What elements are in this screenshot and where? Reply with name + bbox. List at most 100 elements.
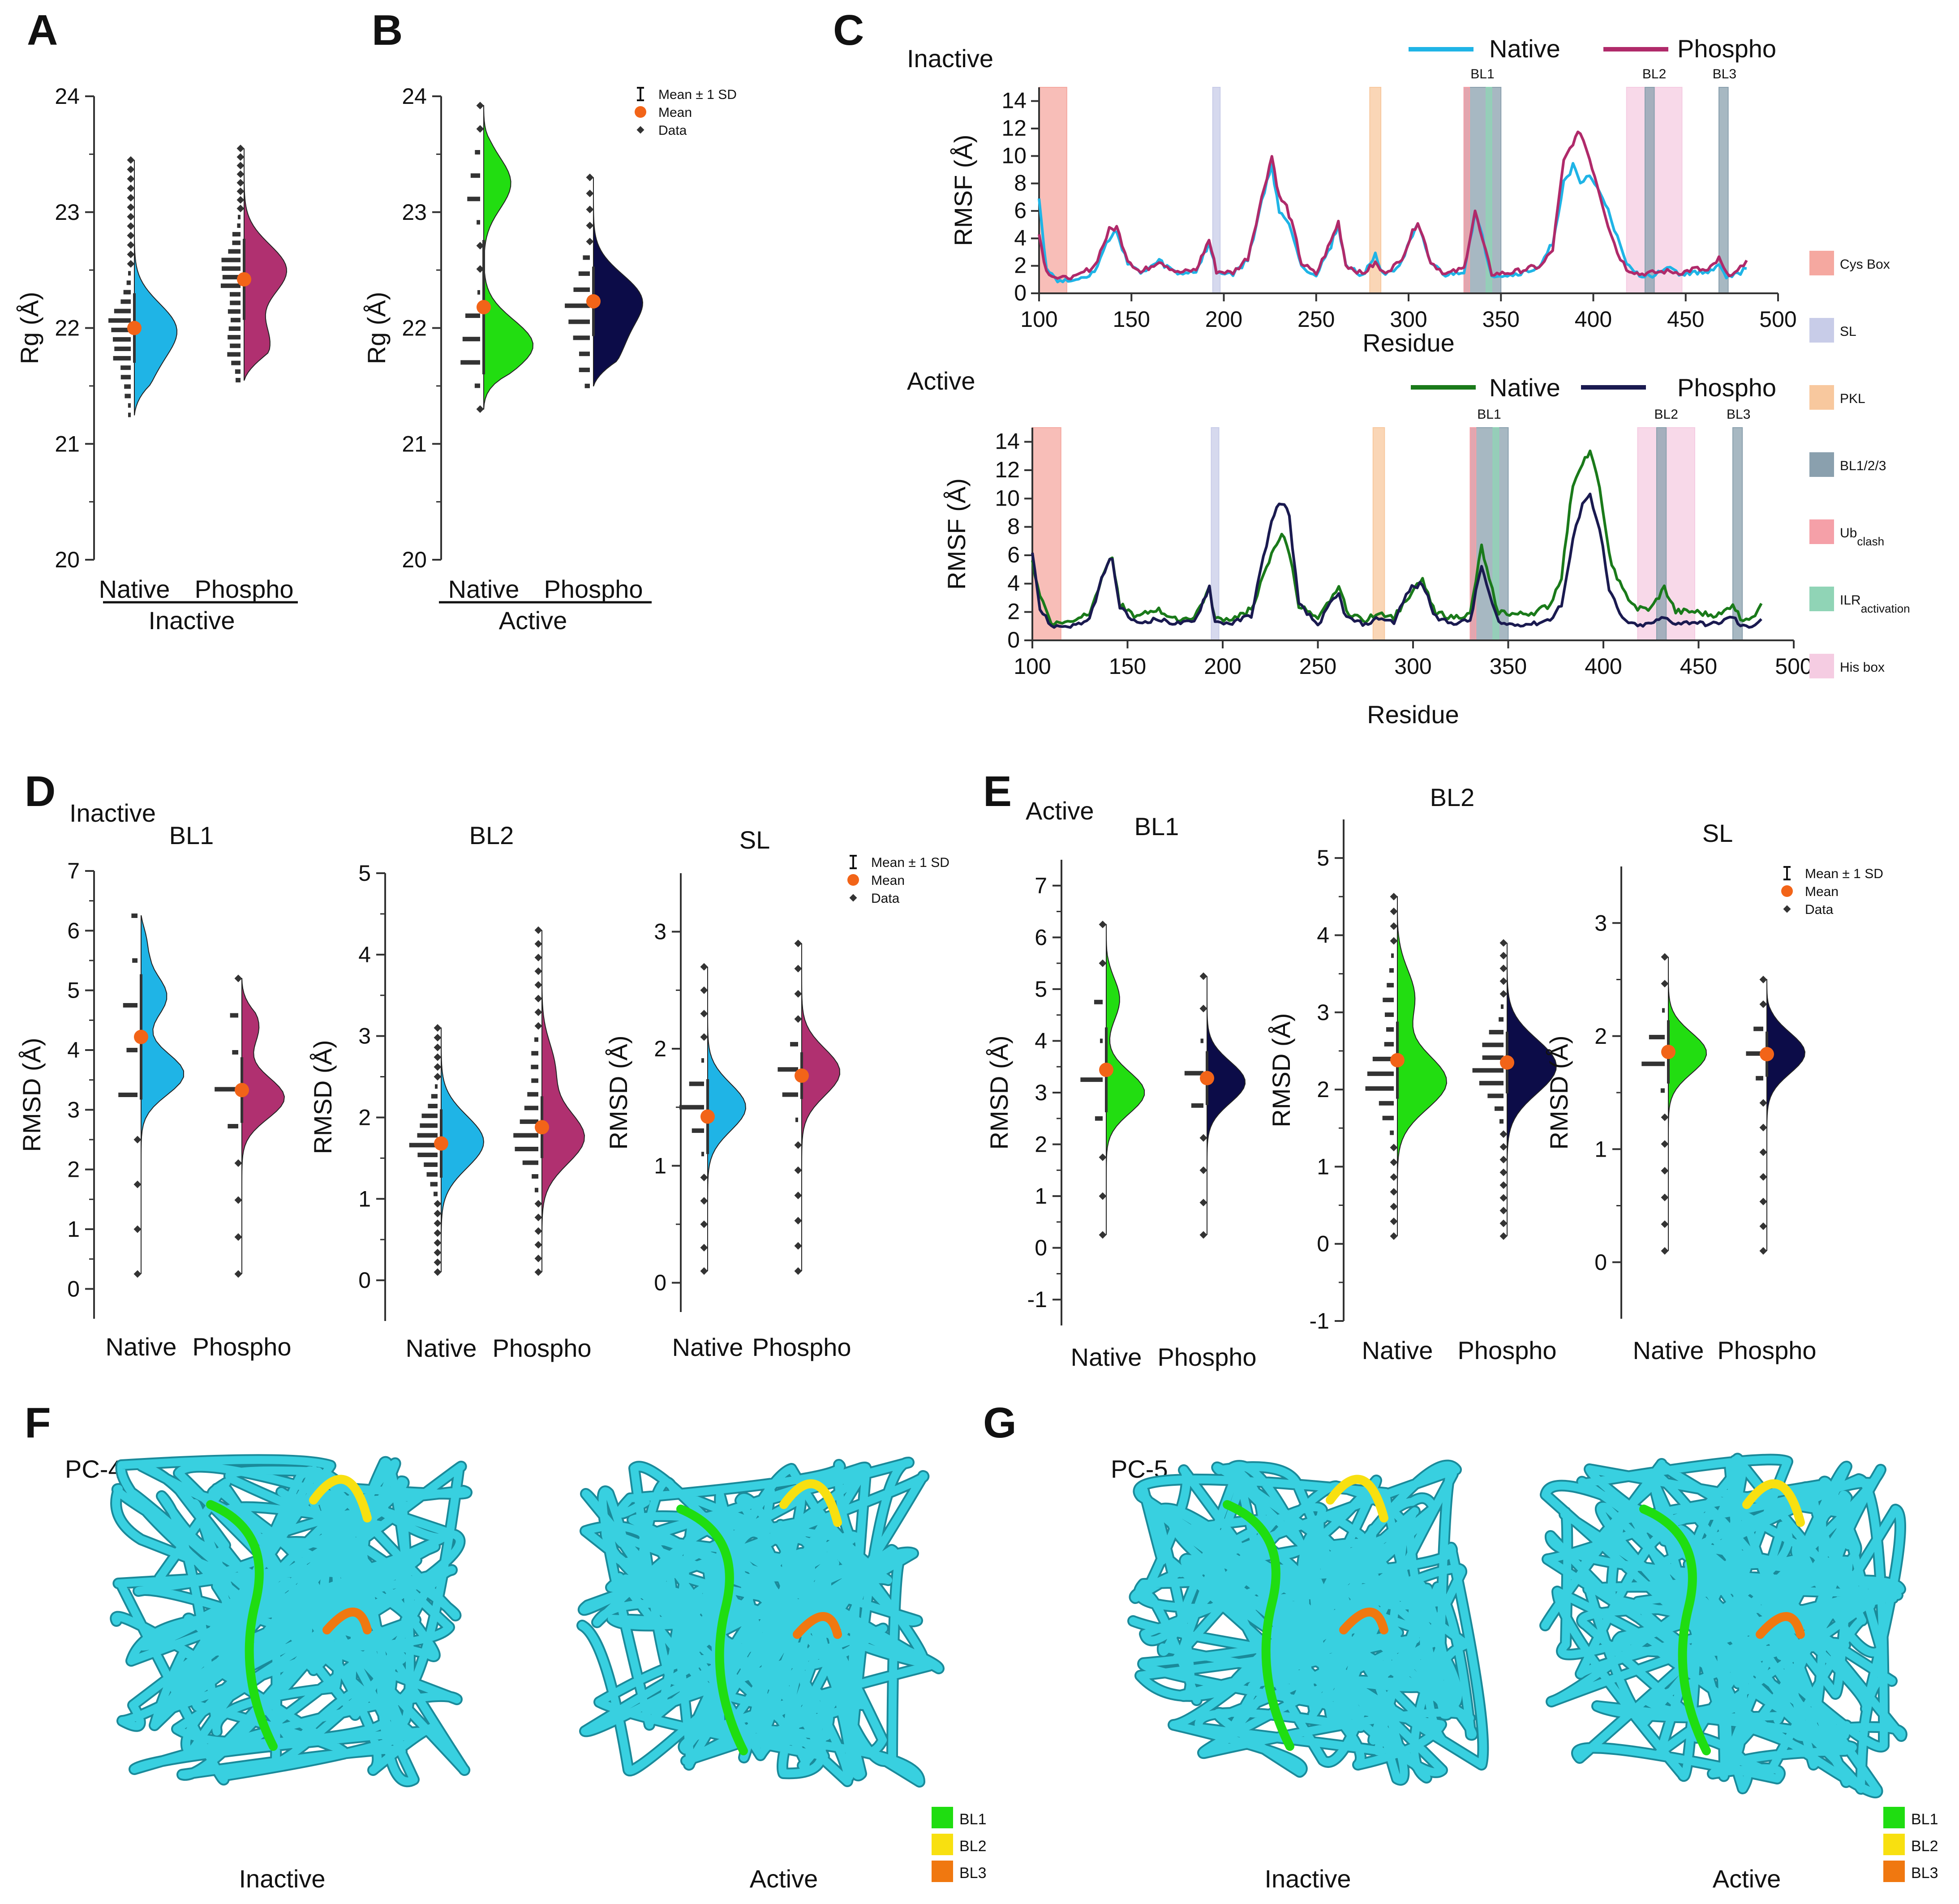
y-axis-label: RMSF (Å) — [942, 478, 971, 590]
violin-density — [244, 148, 288, 381]
data-point — [586, 222, 594, 230]
series-native — [1641, 953, 1707, 1255]
legend-swatch — [932, 1807, 953, 1828]
y-tick-label: 2 — [654, 1036, 666, 1061]
x-category-label: Native — [99, 575, 170, 603]
data-point — [424, 1162, 438, 1167]
violin-density — [707, 967, 747, 1271]
data-point — [1391, 953, 1394, 958]
x-axis-label: Residue — [1362, 329, 1454, 357]
mean-marker — [1099, 1063, 1113, 1077]
x-category-label: Native — [1071, 1343, 1142, 1371]
data-point — [1499, 1194, 1508, 1202]
y-tick-label: 2 — [1035, 1132, 1047, 1157]
data-point — [1199, 1199, 1207, 1207]
y-tick-label: 2 — [358, 1105, 371, 1130]
data-point — [1499, 1207, 1508, 1215]
data-point — [229, 292, 241, 297]
data-point — [230, 317, 241, 322]
x-category-label: Phospho — [1717, 1336, 1816, 1364]
y-tick-label: 2 — [1317, 1077, 1329, 1102]
data-point — [120, 365, 131, 370]
data-point — [108, 318, 131, 323]
legend-native-active-label: Native — [1489, 373, 1560, 402]
data-point — [462, 337, 480, 342]
series-line-phospho — [1038, 130, 1748, 281]
bl3-loop — [322, 1608, 372, 1634]
region-band — [1032, 427, 1061, 641]
data-point — [1662, 1008, 1665, 1013]
violin-density — [483, 105, 534, 410]
data-point — [513, 1133, 538, 1138]
data-point — [794, 1141, 802, 1149]
region-band — [1645, 87, 1655, 294]
data-point — [127, 241, 135, 249]
data-point — [586, 189, 594, 197]
data-point — [1759, 1247, 1767, 1255]
data-point — [236, 179, 245, 187]
chart-a: 20 21 22 23 24 Rg (Å) Native Phospho — [15, 84, 294, 603]
title-f: PC-4 — [65, 1455, 122, 1483]
data-point — [237, 223, 241, 228]
data-point — [565, 303, 590, 308]
legend-sd-label: Mean ± 1 SD — [871, 855, 949, 870]
data-point — [236, 170, 245, 178]
protein-backbone — [1541, 1454, 1906, 1797]
chart-title: BL1 — [169, 821, 214, 849]
y-axis-label: RMSD (Å) — [309, 1040, 337, 1154]
data-point — [1499, 1181, 1508, 1189]
data-point — [234, 1233, 242, 1241]
chart-e-bl1: -1 0 1 2 3 4 5 6 7 RMSD (Å) Native Phospho BL1 — [985, 812, 1257, 1371]
data-point — [534, 1188, 538, 1192]
data-point — [1759, 1124, 1767, 1132]
data-point — [127, 232, 135, 240]
x-tick-label: 400 — [1585, 654, 1622, 679]
y-tick-label: 1 — [67, 1217, 80, 1242]
data-point — [1759, 976, 1767, 983]
mean-marker — [1760, 1047, 1774, 1062]
x-category-label: Native — [448, 575, 520, 603]
data-point — [1200, 1038, 1203, 1043]
mean-marker — [127, 321, 142, 335]
data-point — [1367, 1071, 1394, 1076]
legend-mean-icon — [1781, 885, 1793, 897]
y-tick-label: 7 — [1035, 873, 1047, 898]
chart-d-sl: 0 1 2 3 RMSD (Å) Native Phospho SL — [604, 826, 851, 1361]
data-point — [1489, 1029, 1504, 1034]
violin-density — [141, 915, 185, 1274]
region-legend-label: ILRactivation — [1840, 593, 1910, 615]
x-category-label: Native — [1633, 1336, 1704, 1364]
data-point — [476, 242, 484, 250]
data-point — [126, 280, 131, 285]
data-point — [409, 1143, 438, 1148]
data-point — [794, 1015, 802, 1023]
data-point — [222, 274, 241, 279]
region-label-bl2: BL2 — [1642, 67, 1666, 81]
data-point — [232, 240, 241, 245]
data-point — [1390, 1130, 1394, 1135]
region-swatch — [1809, 452, 1834, 477]
data-point — [234, 1196, 242, 1204]
region-band — [1469, 427, 1509, 641]
data-point — [794, 1217, 802, 1225]
data-point — [236, 187, 245, 195]
data-point — [1482, 1055, 1504, 1060]
x-tick-label: 500 — [1759, 307, 1796, 332]
series-line-phospho — [1031, 493, 1762, 629]
region-band — [1372, 427, 1385, 641]
data-point — [534, 967, 542, 975]
data-point — [236, 205, 245, 213]
legend-swatch — [932, 1834, 953, 1855]
series-phospho — [215, 974, 285, 1278]
mean-marker — [434, 1136, 448, 1151]
y-tick-label: 6 — [67, 918, 80, 943]
data-point — [123, 1003, 137, 1008]
y-tick-label: 8 — [1007, 514, 1020, 539]
data-point — [794, 965, 802, 973]
data-point — [1759, 1173, 1767, 1181]
y-tick-label: 5 — [1035, 977, 1047, 1002]
y-tick-label: 23 — [55, 200, 80, 225]
y-tick-label: 3 — [1594, 910, 1607, 935]
mean-marker — [535, 1120, 549, 1135]
region-legend-label: PKL — [1840, 391, 1865, 406]
